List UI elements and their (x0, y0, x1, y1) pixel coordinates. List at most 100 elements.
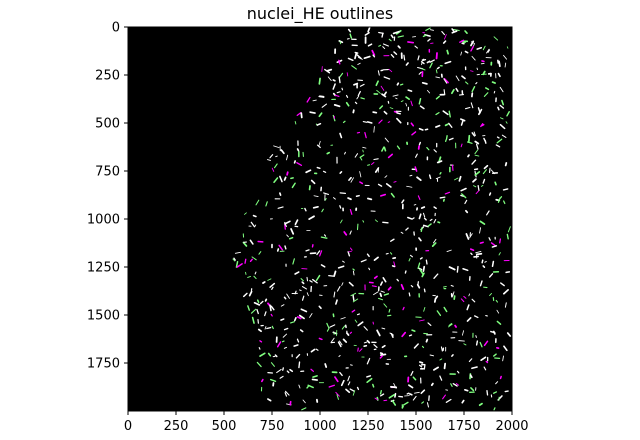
nucleus-outline (347, 375, 350, 382)
nucleus-outline (421, 68, 426, 71)
nucleus-outline (269, 154, 274, 159)
nucleus-outline (383, 76, 391, 80)
nucleus-outline (284, 245, 287, 250)
nucleus-outline (422, 224, 429, 228)
nucleus-outline (404, 270, 407, 274)
nucleus-outline (444, 34, 447, 40)
nucleus-outline (460, 143, 463, 148)
nucleus-outline (276, 368, 282, 374)
nucleus-outline (455, 75, 460, 82)
nucleus-outline (310, 348, 316, 353)
nucleus-outline (470, 41, 476, 45)
nucleus-outline (276, 341, 282, 348)
nucleus-outline (502, 188, 509, 191)
nucleus-outline (284, 221, 287, 228)
nucleus-outline (290, 321, 295, 324)
nucleus-outline (312, 375, 318, 378)
nucleus-outline (429, 29, 434, 31)
nucleus-outline (506, 111, 510, 117)
nucleus-outline (339, 340, 343, 346)
nucleus-outline (402, 401, 409, 406)
nucleus-outline (294, 219, 299, 226)
nucleus-outline (318, 95, 325, 98)
nucleus-outline (258, 347, 261, 350)
nucleus-outline (352, 109, 355, 114)
nucleus-outline (491, 245, 498, 248)
nucleus-outline (429, 354, 435, 357)
x-tick-label: 2000 (495, 419, 528, 434)
nucleus-outline (347, 28, 352, 33)
nucleus-outline (380, 353, 387, 356)
nucleus-outline (273, 177, 279, 183)
nucleus-outline (498, 60, 501, 68)
nucleus-outline (296, 112, 302, 116)
nucleus-outline (359, 154, 365, 158)
nucleus-outline (488, 192, 492, 196)
nucleus-outline (396, 82, 400, 86)
nucleus-outline (383, 293, 390, 296)
nucleus-outline (492, 330, 496, 335)
nucleus-outline (301, 295, 305, 301)
nucleus-outline (341, 282, 344, 286)
nucleus-outline (347, 381, 351, 386)
nucleus-outline (500, 282, 505, 287)
nucleus-outline (482, 265, 486, 268)
x-tick-label: 250 (164, 419, 189, 434)
nucleus-outline (379, 105, 384, 110)
nucleus-outline (383, 303, 388, 308)
nucleus-outline (279, 175, 283, 183)
nucleus-outline (473, 315, 479, 319)
x-tick-label: 1500 (399, 419, 432, 434)
nucleus-outline (417, 195, 421, 201)
nucleus-outline (347, 197, 352, 201)
nucleus-outline (401, 199, 405, 204)
nucleus-outline (433, 206, 437, 210)
nucleus-outline (504, 302, 507, 308)
nucleus-outline (318, 337, 323, 341)
nucleus-outline (360, 97, 365, 100)
nucleus-outline (312, 278, 318, 284)
nucleus-outline (418, 237, 422, 242)
nucleus-outline (257, 328, 262, 333)
nucleus-outline (423, 307, 426, 312)
nucleus-outline (383, 110, 388, 115)
nucleus-outline (335, 391, 340, 397)
nucleus-outline (362, 146, 367, 149)
nucleus-outline (381, 344, 386, 349)
nucleus-outline (378, 119, 383, 124)
nucleus-outline (359, 181, 364, 185)
nucleus-outline (382, 43, 389, 47)
nucleus-outline (479, 227, 481, 234)
nucleus-outline (326, 322, 330, 329)
nucleus-outline (362, 220, 365, 223)
nucleus-outline (435, 76, 441, 79)
nucleus-outline (275, 155, 278, 158)
nucleus-outline (456, 370, 460, 374)
x-tick-label: 750 (260, 419, 285, 434)
nucleus-outline (339, 192, 347, 195)
x-tick-label: 1250 (351, 419, 384, 434)
nucleus-outline (315, 348, 319, 351)
nucleus-outline (356, 313, 361, 316)
nucleus-outline (433, 366, 440, 371)
nucleus-outline (496, 136, 500, 139)
nucleus-outline (491, 81, 496, 84)
nucleus-outline (364, 32, 370, 36)
nucleus-outline (444, 60, 452, 65)
nucleus-outline (396, 112, 402, 115)
nucleus-outline (298, 361, 301, 369)
nucleus-outline (334, 376, 339, 383)
nucleus-outline (448, 110, 451, 118)
y-tick-label: 1250 (87, 261, 120, 276)
nucleus-outline (349, 388, 355, 392)
nucleus-outline (434, 295, 439, 300)
nucleus-outline (475, 190, 480, 195)
nucleus-outline (428, 174, 432, 180)
nucleus-outline (387, 121, 391, 123)
nucleus-outline (470, 387, 475, 392)
nucleus-outline (345, 101, 350, 107)
nucleus-outline (493, 353, 497, 357)
nucleus-outline (474, 171, 481, 176)
nucleus-outline (427, 322, 432, 327)
